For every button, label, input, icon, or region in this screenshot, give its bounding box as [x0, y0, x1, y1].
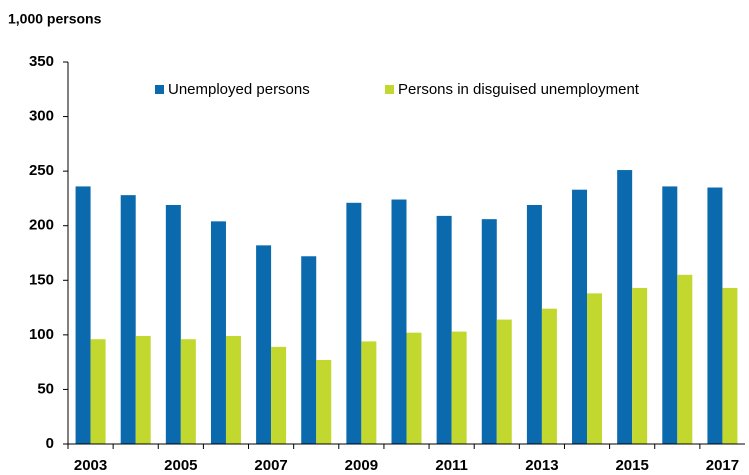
legend-label: Persons in disguised unemployment: [398, 81, 640, 98]
x-tick-label: 2017: [706, 457, 739, 474]
bar: [632, 287, 648, 444]
bar: [677, 274, 693, 444]
bar: [406, 332, 422, 444]
bar: [180, 339, 196, 444]
bar: [225, 335, 241, 444]
bar: [496, 319, 512, 444]
bar: [541, 308, 557, 444]
y-tick-label: 200: [29, 217, 54, 234]
bar: [135, 335, 151, 444]
bar: [346, 202, 362, 444]
y-tick-label: 250: [29, 162, 54, 179]
x-tick-label: 2005: [164, 457, 197, 474]
legend-label: Unemployed persons: [168, 81, 310, 98]
x-tick-label: 2011: [435, 457, 468, 474]
y-tick-label: 50: [37, 380, 54, 397]
bar: [481, 219, 497, 444]
legend-swatch: [385, 85, 394, 94]
bar: [391, 199, 407, 444]
x-tick-label: 2007: [254, 457, 287, 474]
bar: [707, 187, 723, 444]
bar: [436, 215, 452, 444]
x-tick-label: 2009: [345, 457, 378, 474]
bar: [526, 204, 542, 444]
bar: [90, 339, 106, 444]
bar: [271, 346, 287, 444]
bar: [587, 293, 603, 444]
y-tick-label: 350: [29, 53, 54, 70]
bar: [662, 186, 678, 444]
y-tick-label: 150: [29, 271, 54, 288]
bar: [301, 256, 317, 444]
y-tick-label: 300: [29, 108, 54, 125]
legend-swatch: [155, 85, 164, 94]
y-tick-label: 100: [29, 326, 54, 343]
x-tick-label: 2015: [615, 457, 648, 474]
bar: [75, 186, 91, 444]
y-tick-label: 0: [46, 435, 54, 452]
bar: [316, 359, 332, 444]
bar: [210, 221, 226, 444]
y-axis-label: 1,000 persons: [8, 11, 102, 27]
x-tick-label: 2003: [74, 457, 107, 474]
bar: [256, 245, 272, 444]
bar: [451, 331, 467, 444]
bar: [361, 341, 377, 444]
bar: [572, 189, 588, 444]
bar: [120, 195, 136, 444]
bar: [617, 170, 633, 444]
x-tick-label: 2013: [525, 457, 558, 474]
bar: [722, 287, 738, 444]
bar: [165, 204, 181, 444]
